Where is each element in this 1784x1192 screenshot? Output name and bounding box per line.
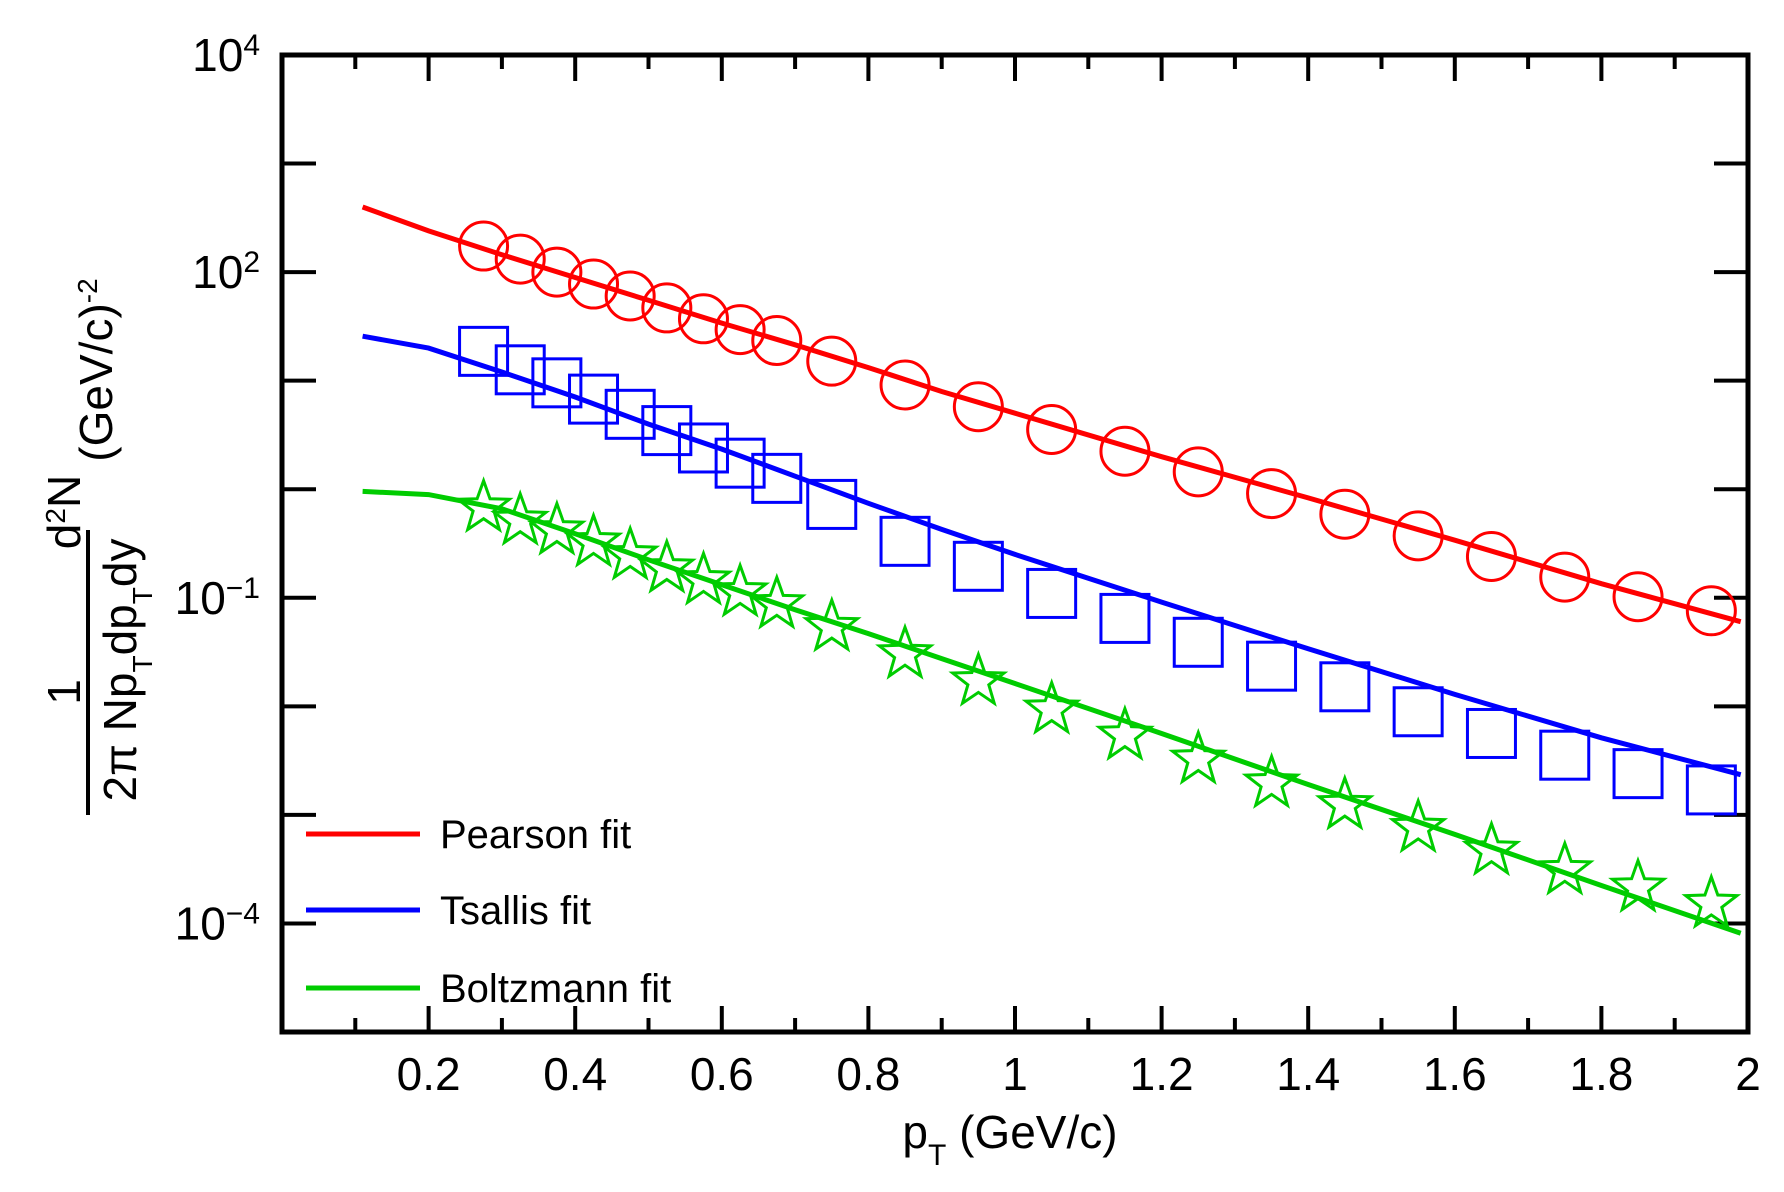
legend-label-boltzmann: Boltzmann fit (440, 967, 671, 1011)
marker-star (673, 548, 734, 606)
marker-circle (568, 258, 620, 310)
marker-star (600, 523, 661, 581)
fit-line-pearson (361, 204, 1742, 625)
y-tick-label: 10−4 (175, 897, 260, 950)
y-title-d2n: d2N (38, 475, 90, 549)
marker-square (1685, 764, 1737, 816)
plot-frame (279, 52, 1751, 1035)
marker-star (1534, 838, 1595, 896)
y-title-units: (GeV/c)-2 (70, 278, 122, 461)
x-tick-label: 2 (1735, 1048, 1761, 1100)
marker-star (875, 622, 935, 680)
marker-circle (677, 293, 729, 345)
fit-line-boltzmann (362, 488, 1742, 936)
legend-label-pearson: Pearson fit (440, 813, 631, 857)
y-tick-labels: 104 102 10−1 10−4 (175, 29, 260, 950)
marker-square (879, 515, 931, 567)
marker-star (563, 510, 624, 568)
legend: Pearson fit Tsallis fit Boltzmann fit (306, 813, 671, 1011)
marker-star (453, 476, 514, 534)
marker-square (1392, 686, 1444, 738)
marker-square (1172, 616, 1224, 668)
marker-circle (641, 282, 693, 334)
y-tick-label: 102 (192, 246, 260, 299)
marker-star (1168, 728, 1229, 786)
marker-star (801, 595, 862, 653)
marker-star (1095, 704, 1155, 762)
marker-square (1026, 567, 1078, 619)
marker-circle (1099, 425, 1151, 477)
y-title-numerator: 1 (38, 679, 90, 705)
x-tick-label: 1.8 (1569, 1048, 1633, 1100)
marker-star (1388, 796, 1449, 854)
marker-circle (806, 335, 858, 387)
marker-square (952, 540, 1004, 592)
marker-square (1465, 707, 1517, 759)
marker-circle (714, 304, 766, 356)
x-tick-label: 1.2 (1130, 1048, 1194, 1100)
y-axis-title: 1 d2N 2π NpTdpTdy (GeV/c)-2 (38, 278, 158, 815)
y-title-denominator: 2π NpTdpTdy (94, 539, 158, 802)
x-tick-label: 0.8 (836, 1048, 900, 1100)
marker-circle (531, 246, 583, 298)
marker-circle (1246, 468, 1298, 520)
x-axis-title: pT (GeV/c) (902, 1106, 1117, 1172)
marker-circle (879, 359, 931, 411)
marker-circle (1026, 404, 1078, 456)
marker-square (1099, 592, 1151, 644)
y-tick-label: 104 (192, 29, 260, 82)
marker-star (746, 572, 807, 630)
x-tick-label: 1 (1002, 1048, 1028, 1100)
marker-circle (1392, 510, 1444, 562)
marker-star (490, 489, 551, 547)
x-tick-labels: 0.2 0.4 0.6 0.8 1 1.2 1.4 1.6 1.8 2 (397, 1048, 1761, 1100)
marker-star (1314, 773, 1375, 831)
marker-circle (458, 220, 510, 272)
data-markers (453, 220, 1742, 930)
y-tick-label: 10−1 (175, 571, 260, 624)
marker-star (1241, 751, 1302, 809)
marker-star (526, 499, 587, 556)
marker-star (1461, 819, 1522, 877)
legend-label-tsallis: Tsallis fit (440, 889, 591, 933)
marker-square (604, 388, 656, 440)
x-tick-label: 0.4 (543, 1048, 607, 1100)
x-tick-label: 1.6 (1423, 1048, 1487, 1100)
marker-circle (1539, 551, 1591, 603)
marker-circle (952, 381, 1004, 433)
marker-star (1608, 856, 1668, 914)
axis-ticks (282, 55, 1750, 1032)
marker-circle (1465, 531, 1517, 583)
marker-circle (494, 233, 546, 285)
marker-square (806, 478, 858, 530)
marker-star (710, 560, 771, 618)
marker-star (636, 537, 697, 594)
marker-square (677, 422, 729, 474)
x-tick-label: 0.6 (690, 1048, 754, 1100)
marker-star (948, 649, 1009, 707)
marker-square (1539, 729, 1591, 781)
marker-square (568, 373, 620, 425)
marker-square (751, 452, 803, 504)
marker-square (458, 325, 510, 377)
marker-circle (1172, 446, 1224, 498)
marker-star (1681, 872, 1742, 930)
marker-square (531, 357, 583, 409)
marker-square (1246, 640, 1298, 692)
marker-circle (751, 315, 803, 367)
marker-circle (604, 270, 656, 322)
marker-circle (1612, 571, 1664, 623)
marker-square (641, 405, 693, 457)
marker-square (714, 437, 766, 489)
marker-star (1021, 678, 1082, 736)
marker-square (1319, 661, 1371, 713)
marker-square (494, 344, 546, 396)
fit-line-tsallis (362, 333, 1742, 778)
x-tick-label: 1.4 (1276, 1048, 1340, 1100)
marker-square (1612, 748, 1664, 800)
marker-circle (1319, 488, 1371, 540)
x-tick-label: 0.2 (397, 1048, 461, 1100)
marker-circle (1685, 585, 1737, 637)
